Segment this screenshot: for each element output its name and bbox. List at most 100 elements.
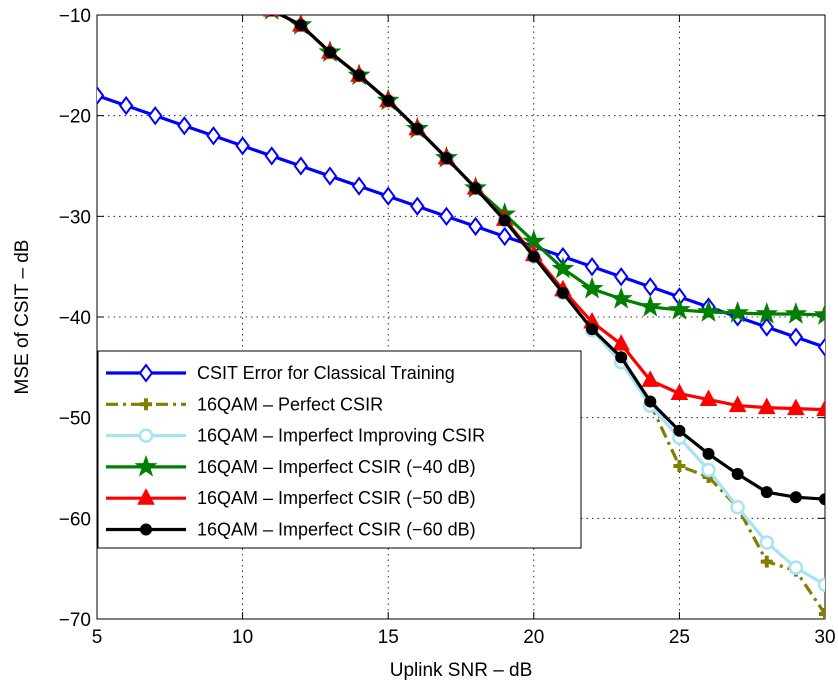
legend-swatch-marker [138, 363, 154, 383]
data-point [759, 317, 775, 337]
legend-entry: 16QAM – Imperfect Improving CSIR [106, 426, 485, 446]
data-point [787, 398, 805, 416]
legend-label: CSIT Error for Classical Training [197, 363, 455, 383]
data-point [293, 156, 309, 176]
data-point [760, 555, 773, 568]
data-point [673, 424, 686, 437]
y-tick-label: −70 [59, 610, 91, 631]
y-tick-label: −40 [59, 308, 91, 329]
legend-entry: 16QAM – Perfect CSIR [106, 394, 383, 414]
data-point [206, 126, 221, 146]
x-tick-label: 25 [669, 627, 690, 648]
legend-entry: 16QAM – Imperfect CSIR (−60 dB) [106, 520, 476, 540]
y-tick-label: −60 [59, 509, 91, 530]
data-point [380, 186, 396, 206]
data-point [469, 182, 482, 195]
data-point [760, 486, 773, 499]
data-point [586, 323, 599, 336]
x-tick-label: 5 [92, 627, 103, 648]
legend-entry: 16QAM – Imperfect CSIR (−50 dB) [106, 488, 476, 508]
data-point [323, 46, 336, 59]
legend-entry: CSIT Error for Classical Training [106, 363, 455, 383]
data-point [667, 297, 691, 320]
data-point [440, 151, 453, 164]
data-point [755, 301, 779, 324]
data-point [784, 301, 808, 324]
data-point [498, 214, 511, 227]
data-point [551, 256, 575, 279]
legend-label: 16QAM – Imperfect Improving CSIR [197, 426, 485, 446]
data-point [609, 286, 633, 309]
x-tick-label: 15 [378, 627, 399, 648]
data-point [584, 256, 600, 277]
legend-swatch-marker [134, 454, 158, 477]
legend-label: 16QAM – Imperfect CSIR (−60 dB) [197, 520, 476, 540]
data-point [731, 468, 744, 481]
data-point [353, 69, 366, 82]
data-point [468, 216, 483, 237]
series-5 [268, 15, 825, 506]
data-point [613, 267, 629, 287]
data-point [97, 85, 105, 106]
data-point [268, 15, 275, 16]
axis-ticks [96, 14, 826, 620]
data-point [728, 395, 747, 413]
data-point [118, 95, 134, 116]
y-tick-label: −30 [59, 207, 91, 228]
data-point [322, 166, 338, 186]
legend-box [97, 350, 582, 549]
data-point [699, 389, 718, 407]
data-point [702, 447, 715, 460]
data-point [817, 337, 825, 357]
legend-label: 16QAM – Imperfect CSIR (−40 dB) [197, 457, 476, 477]
y-tick-label: −50 [59, 409, 91, 430]
y-tick-label: −20 [59, 107, 91, 128]
legend: CSIT Error for Classical Training 16QAM –… [97, 350, 582, 549]
data-point [612, 334, 630, 351]
data-point [789, 491, 802, 504]
data-point [351, 176, 367, 196]
y-tick-label: −10 [59, 6, 91, 27]
data-point [638, 294, 662, 317]
x-tick-label: 30 [814, 627, 835, 648]
data-point [816, 399, 825, 417]
series-lines [97, 15, 825, 619]
y-axis-title: MSE of CSIT – dB [12, 240, 33, 395]
data-point [759, 535, 775, 550]
data-point [697, 299, 720, 322]
data-point [410, 196, 425, 216]
legend-swatch-marker [137, 488, 155, 505]
data-point [411, 122, 424, 135]
data-point [235, 136, 250, 156]
data-point [177, 116, 192, 136]
data-point [382, 94, 395, 107]
legend-label: 16QAM – Imperfect CSIR (−50 dB) [197, 488, 476, 508]
data-point [527, 250, 540, 263]
data-point [615, 351, 628, 364]
data-point [819, 607, 825, 619]
x-axis-title: Uplink SNR – dB [390, 660, 533, 681]
data-point [788, 327, 804, 347]
data-point [556, 286, 569, 299]
data-point [817, 577, 825, 593]
x-tick-label: 20 [523, 627, 544, 648]
tick-labels: 5 10 15 20 25 30 −70 −60 −50 −40 −30 −20 −10 [59, 6, 836, 648]
data-point [147, 105, 163, 126]
x-tick-label: 10 [232, 627, 253, 648]
data-point [673, 459, 686, 472]
data-point [788, 560, 804, 575]
legend-swatch-marker [138, 428, 154, 443]
data-point [264, 146, 279, 166]
data-point [730, 500, 745, 515]
data-point [641, 370, 660, 387]
series-0 [97, 85, 825, 357]
data-point [819, 493, 825, 506]
data-point [701, 462, 716, 478]
legend-swatch-marker [140, 398, 152, 411]
data-point [643, 277, 658, 297]
data-point [497, 226, 512, 247]
data-point [813, 302, 825, 325]
data-point [757, 397, 776, 415]
data-point [644, 395, 657, 408]
